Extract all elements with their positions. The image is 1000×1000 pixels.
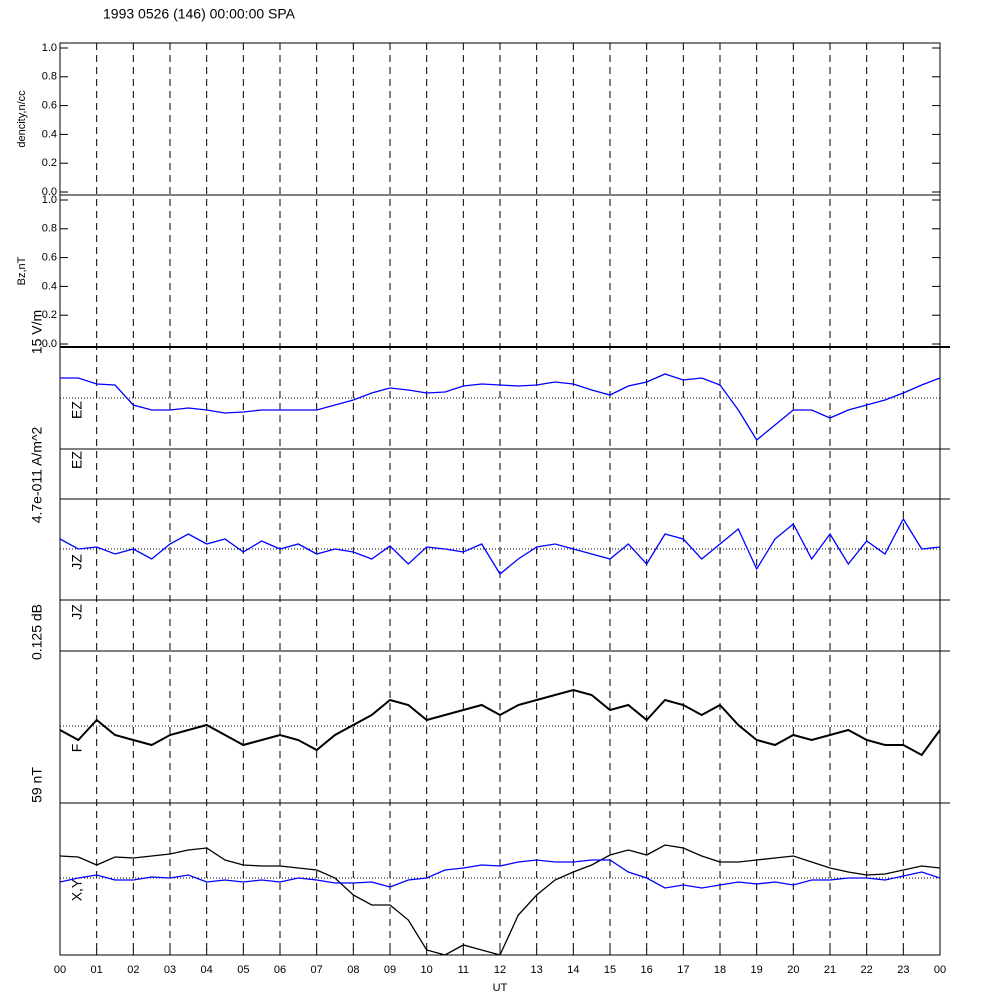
y-tick-label: 0.4 [42,128,57,140]
y-tick-label: 0.6 [42,252,57,264]
trace-line [60,517,940,575]
x-tick-label: 10 [421,964,433,976]
x-tick-label: 03 [164,964,176,976]
x-tick-label: 02 [127,964,139,976]
x-tick-label: 09 [384,964,396,976]
x-tick-label: 17 [677,964,689,976]
x-axis-label: UT [493,982,508,994]
trace-line [60,844,940,955]
trace-label: X,Y [69,878,85,901]
x-tick-label: 00 [934,964,946,976]
trace-label: JZ [69,554,85,570]
x-tick-label: 16 [641,964,653,976]
x-tick-label: 20 [787,964,799,976]
x-tick-label: 07 [311,964,323,976]
x-tick-label: 01 [91,964,103,976]
y-tick-label: 1.0 [42,194,57,206]
x-tick-label: 18 [714,964,726,976]
y-axis-label: 59 nT [29,767,45,803]
x-tick-label: 05 [237,964,249,976]
x-tick-label: 21 [824,964,836,976]
x-tick-label: 23 [897,964,909,976]
y-tick-label: 1.0 [42,42,57,54]
y-axis-label: 4.7e-011 A/m^2 [29,426,45,523]
chart-title: 1993 0526 (146) 00:00:00 SPA [103,6,296,22]
x-tick-label: 19 [751,964,763,976]
trace-line [60,688,940,757]
y-tick-label: 0.2 [42,157,57,169]
y-axis-label: Bz,nT [16,256,28,285]
y-axis-label: 15 V/m [29,310,45,354]
trace-line [60,373,940,441]
x-tick-label: 04 [201,964,213,976]
x-tick-label: 13 [531,964,543,976]
trace-label: F [69,744,85,753]
x-tick-label: 06 [274,964,286,976]
x-tick-label: 00 [54,964,66,976]
y-tick-label: 0.2 [42,309,57,321]
x-tick-label: 08 [347,964,359,976]
y-tick-label: 0.8 [42,71,57,83]
x-tick-label: 12 [494,964,506,976]
trace-label: EZ [69,451,85,469]
y-axis-label: dencity,n/cc [16,90,28,148]
y-tick-label: 0.8 [42,223,57,235]
y-tick-label: 0.6 [42,100,57,112]
trace-label: JZ [69,604,85,620]
y-tick-label: 0.0 [42,186,57,198]
y-axis-label: 0.125 dB [29,604,45,660]
panel-frames [59,42,950,956]
x-tick-label: 15 [604,964,616,976]
trace-label: EZ [69,401,85,419]
x-tick-label: 14 [567,964,579,976]
trace-line [60,859,940,889]
y-tick-label: 0.4 [42,280,57,292]
x-tick-label: 11 [458,964,469,976]
x-tick-label: 22 [861,964,873,976]
y-tick-label: 0.0 [42,338,57,350]
